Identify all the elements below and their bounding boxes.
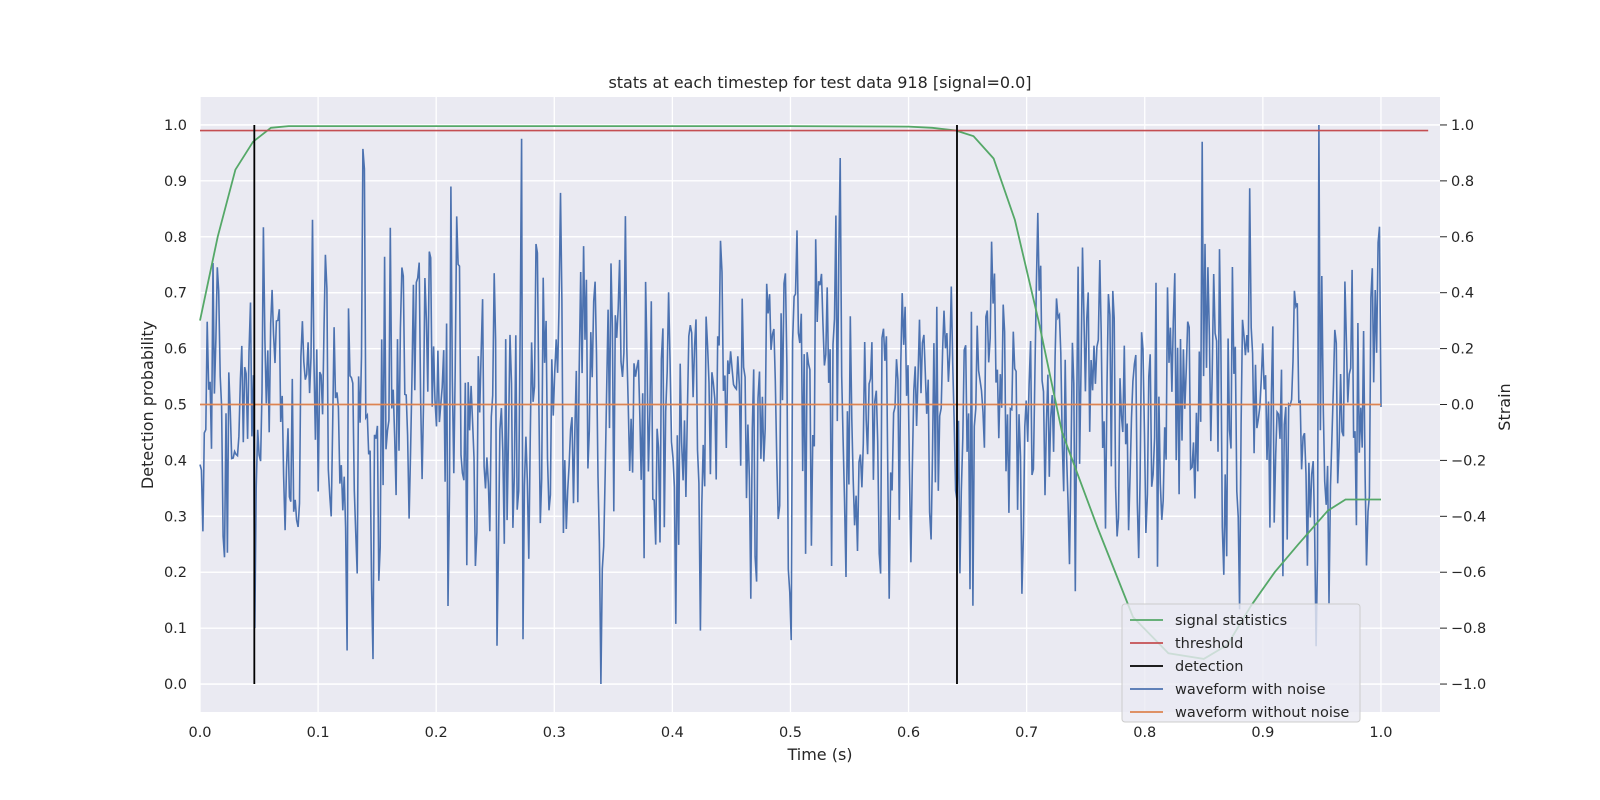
legend-label: threshold: [1175, 636, 1243, 652]
series-signal-statistics: [199, 125, 1381, 660]
x-tick-label: 0.4: [661, 725, 684, 741]
series-layer: [199, 124, 1429, 685]
x-axis-label: Time (s): [786, 745, 852, 764]
y-tick-label: 0.4: [164, 453, 187, 469]
x-tick-label: 1.0: [1369, 725, 1392, 741]
x-tick-label: 0.9: [1251, 725, 1274, 741]
series-waveform-with-noise: [199, 124, 1382, 685]
legend: signal statistics threshold detection wavef…: [1121, 603, 1361, 723]
x-tick-label: 0.7: [1015, 725, 1038, 741]
legend-label: waveform without noise: [1175, 705, 1349, 721]
y2-tick-label: −0.2: [1451, 453, 1486, 469]
y2-tick-label: 0.0: [1451, 398, 1474, 414]
y-axis-ticks: 0.0 0.1 0.2 0.3 0.4 0.5 0.6 0.7 0.8 0.9 1.0: [164, 118, 187, 693]
y2-tick-label: 0.6: [1451, 230, 1474, 246]
y2-tick-label: 0.8: [1451, 174, 1474, 190]
y-tick-label: 0.3: [164, 509, 187, 525]
y-tick-label: 0.0: [164, 677, 187, 693]
y2-axis-ticks: −1.0 −0.8 −0.6 −0.4 −0.2 0.0 0.2 0.4 0.6 0.8 1.0: [1440, 118, 1486, 693]
y2-axis-label: Strain: [1495, 383, 1514, 430]
x-tick-label: 0.8: [1133, 725, 1156, 741]
y-tick-label: 0.6: [164, 342, 187, 358]
y2-tick-label: −0.4: [1451, 509, 1486, 525]
x-tick-label: 0.0: [188, 725, 211, 741]
legend-label: waveform with noise: [1175, 682, 1326, 698]
x-tick-label: 0.1: [307, 725, 330, 741]
legend-box: [1121, 603, 1361, 723]
x-tick-label: 0.6: [897, 725, 920, 741]
y2-tick-label: −0.6: [1451, 565, 1486, 581]
y2-tick-label: −1.0: [1451, 677, 1486, 693]
y-axis-label: Detection probability: [138, 321, 157, 489]
y2-tick-label: 0.4: [1451, 286, 1474, 302]
y-tick-label: 0.9: [164, 174, 187, 190]
y2-tick-label: −0.8: [1451, 621, 1486, 637]
legend-label: signal statistics: [1175, 613, 1287, 629]
x-axis-ticks: 0.0 0.1 0.2 0.3 0.4 0.5 0.6 0.7 0.8 0.9 1.0: [188, 725, 1392, 741]
y-tick-label: 0.8: [164, 230, 187, 246]
x-tick-label: 0.3: [543, 725, 566, 741]
y-tick-label: 0.1: [164, 621, 187, 637]
x-tick-label: 0.2: [425, 725, 448, 741]
y-tick-label: 0.7: [164, 286, 187, 302]
legend-label: detection: [1175, 659, 1243, 675]
y2-tick-label: 0.2: [1451, 342, 1474, 358]
y-tick-label: 1.0: [164, 118, 187, 134]
y-tick-label: 0.5: [164, 398, 187, 414]
chart-title: stats at each timestep for test data 918…: [608, 73, 1031, 92]
x-tick-label: 0.5: [779, 725, 802, 741]
y2-tick-label: 1.0: [1451, 118, 1474, 134]
y-tick-label: 0.2: [164, 565, 187, 581]
